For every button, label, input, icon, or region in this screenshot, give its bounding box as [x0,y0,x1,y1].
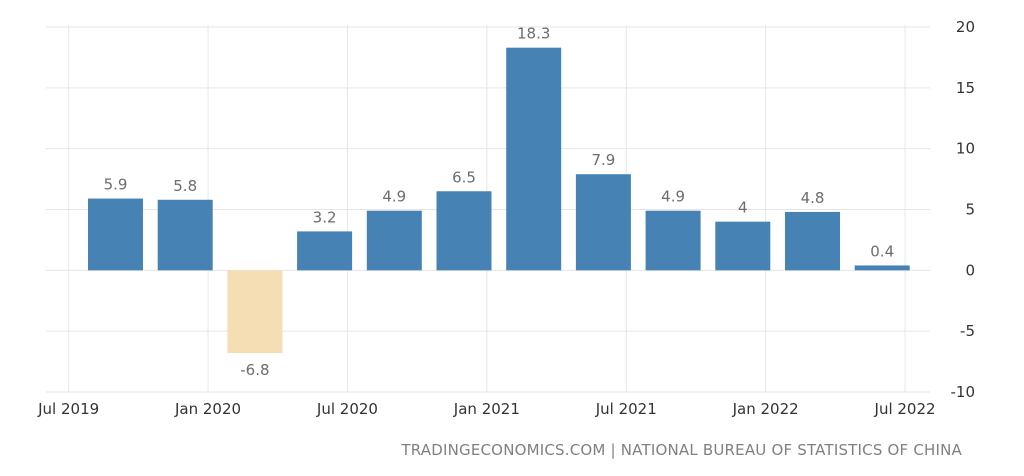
y-tick-label: 0 [965,261,975,279]
data-label: 4.8 [801,189,825,207]
y-tick-label: 20 [956,18,975,36]
data-label: 5.8 [173,177,197,195]
data-label: 6.5 [452,168,476,186]
data-label: 4 [738,199,748,217]
bar [366,210,422,271]
data-label: 4.9 [382,188,406,206]
bar [785,211,840,271]
y-tick-label: -10 [951,383,976,401]
data-label: 18.3 [517,25,550,43]
y-tick-label: 5 [965,201,975,219]
y-tick-label: -5 [960,322,975,340]
bar [88,198,143,271]
bar [575,174,631,271]
x-tick-label: Jan 2021 [453,400,520,418]
y-axis: 20 15 10 5 0 -5 -10 [951,18,976,401]
data-label: 7.9 [591,151,615,169]
source-credit: TRADINGECONOMICS.COM | NATIONAL BUREAU O… [401,441,962,459]
x-axis: Jul 2019 Jan 2020 Jul 2020 Jan 2021 Jul 2021… [37,400,935,418]
bar [506,47,562,271]
data-label: 4.9 [661,188,685,206]
bar [227,270,283,354]
bar [436,191,492,271]
data-label: 3.2 [313,208,337,226]
bar [297,231,353,271]
y-tick-label: 15 [956,79,975,97]
data-label: 5.9 [104,176,128,194]
data-label: -6.8 [240,361,269,379]
x-tick-label: Jan 2022 [732,400,799,418]
bar [645,210,701,271]
bar [157,199,213,271]
x-tick-label: Jul 2020 [316,400,378,418]
x-tick-label: Jul 2019 [37,400,99,418]
x-tick-label: Jan 2020 [174,400,241,418]
y-tick-label: 10 [956,140,975,158]
data-label: 0.4 [870,242,894,260]
bar [854,265,910,271]
x-tick-label: Jul 2021 [595,400,657,418]
bar [715,221,771,271]
data-labels: 5.9 5.8 -6.8 3.2 4.9 6.5 18.3 7.9 4.9 4 4.8 0.4 [104,25,895,379]
x-tick-label: Jul 2022 [874,400,936,418]
bars [88,47,910,354]
